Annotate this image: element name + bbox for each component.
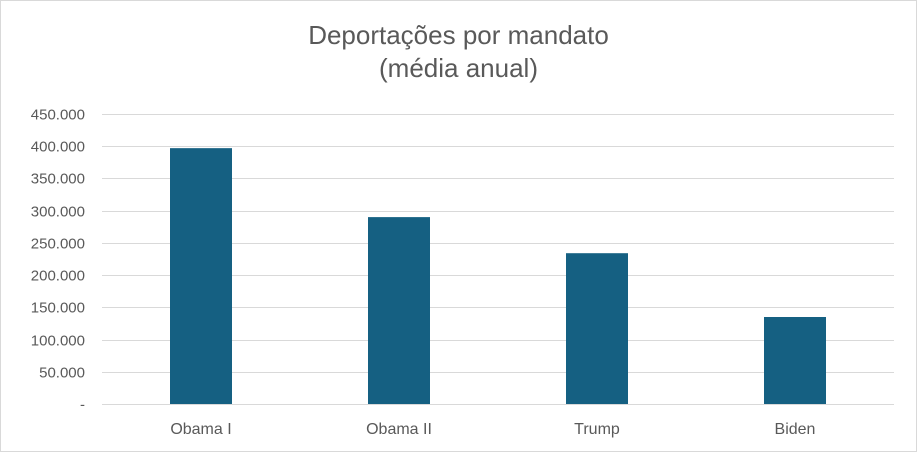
bar-biden	[764, 317, 826, 404]
bar-obama-i	[170, 148, 232, 404]
y-tick-label: 250.000	[31, 236, 85, 253]
x-category-label: Obama I	[170, 421, 231, 438]
bar-trump	[566, 253, 628, 404]
x-category-label: Trump	[574, 421, 620, 438]
chart-subtitle: (média anual)	[379, 53, 538, 83]
bar-obama-ii	[368, 217, 430, 404]
x-category-label: Biden	[775, 421, 816, 438]
chart-title-line: Deportações por mandato	[308, 20, 609, 50]
y-tick-label: 50.000	[39, 365, 85, 382]
y-tick-label: 300.000	[31, 204, 85, 221]
y-tick-label: 150.000	[31, 300, 85, 317]
y-tick-label: 350.000	[31, 171, 85, 188]
x-category-label: Obama II	[366, 421, 432, 438]
y-tick-label: 450.000	[31, 107, 85, 124]
y-tick-label: 100.000	[31, 333, 85, 350]
y-tick-label: 400.000	[31, 139, 85, 156]
y-tick-label: 200.000	[31, 268, 85, 285]
y-tick-label: -	[80, 397, 85, 414]
chart-title: Deportações por mandato (média anual)	[1, 19, 916, 85]
